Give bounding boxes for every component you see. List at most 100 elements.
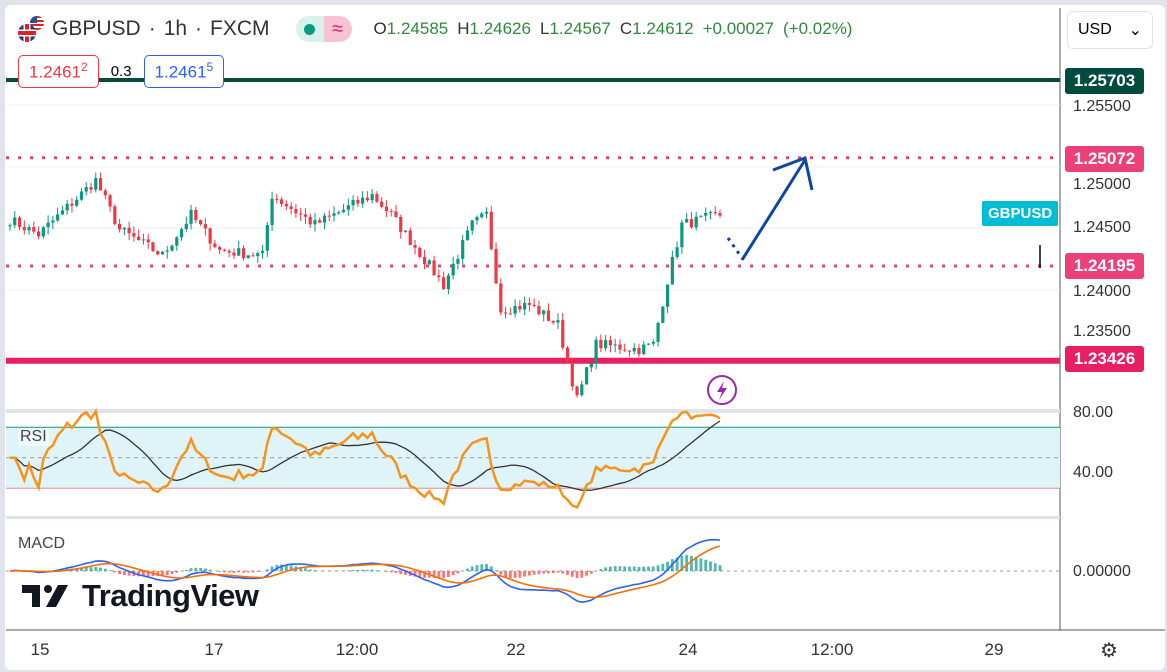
candle-body: [318, 220, 322, 223]
interval[interactable]: 1h: [163, 17, 188, 40]
macd-histogram-bar: [404, 571, 407, 575]
candle-body: [70, 203, 74, 206]
level-label[interactable]: 1.25703: [1065, 68, 1144, 94]
macd-histogram-bar: [651, 566, 655, 571]
currency-select[interactable]: USD ⌄: [1067, 11, 1153, 49]
macd-histogram-bar: [208, 569, 212, 571]
candle-body: [708, 212, 713, 214]
macd-histogram-bar: [690, 556, 693, 571]
candle-body: [642, 344, 646, 355]
macd-histogram-bar: [589, 571, 593, 574]
candle-body: [32, 227, 36, 232]
rsi-ma-line: [10, 420, 721, 491]
candle-body: [537, 306, 541, 315]
macd-histogram-bar: [184, 569, 188, 571]
macd-histogram-bar: [489, 566, 493, 571]
chevron-down-icon: ⌄: [1128, 22, 1142, 39]
macd-histogram-bar: [280, 564, 284, 571]
candle-body: [656, 322, 660, 342]
flash-icon: [707, 375, 737, 405]
macd-histogram-bar: [265, 569, 269, 571]
symbol-name[interactable]: GBPUSD: [52, 17, 141, 40]
candle-body: [665, 284, 670, 307]
candle-body: [280, 199, 284, 205]
macd-histogram-bar: [475, 565, 479, 571]
macd-histogram-bar: [570, 571, 574, 577]
market-open-icon: [295, 16, 324, 42]
price-tick: 1.24000: [1073, 283, 1131, 300]
macd-histogram-bar: [394, 571, 398, 573]
time-tick: 22: [506, 640, 526, 659]
macd-histogram-bar: [566, 571, 569, 575]
candle-body: [17, 217, 22, 227]
candle-body: [251, 255, 255, 257]
candle-body: [132, 233, 136, 237]
macd-histogram-bar: [485, 564, 488, 571]
tradingview-logo-icon: [22, 585, 68, 607]
flash-icon-bolt: [717, 381, 727, 400]
candle-body: [513, 305, 517, 314]
macd-histogram-bar: [80, 567, 83, 571]
macd-histogram-bar: [351, 569, 355, 571]
signal-line: [9, 545, 721, 599]
macd-histogram-bar: [666, 561, 669, 571]
trade-buttons: 1.24612 0.3 1.24615: [18, 55, 225, 88]
candle-body: [241, 248, 246, 259]
candle-body: [551, 320, 555, 323]
candle-body: [170, 245, 174, 251]
candle-body: [337, 212, 341, 214]
macd-histogram-bar: [146, 571, 150, 577]
candle-body: [561, 320, 565, 348]
candle-body: [589, 363, 593, 368]
candle-body: [623, 349, 627, 351]
macd-histogram-bar: [432, 571, 436, 578]
level-label[interactable]: 1.23426: [1065, 346, 1144, 372]
candle-body: [546, 310, 551, 321]
tradingview-logo[interactable]: TradingView: [22, 578, 259, 614]
candle-body: [675, 247, 679, 257]
gbp-usd-flag-icon: [18, 16, 44, 42]
candle-body: [313, 220, 317, 225]
time-tick: 12:00: [335, 640, 379, 659]
macd-histogram-bar: [304, 568, 307, 571]
candle-body: [632, 347, 636, 352]
candle-body: [718, 213, 722, 216]
candle-body: [98, 178, 103, 191]
macd-histogram-bar: [466, 568, 469, 571]
settings-gear-icon[interactable]: ⚙: [1100, 640, 1118, 662]
candle-body: [680, 222, 684, 248]
macd-histogram-bar: [628, 566, 631, 571]
macd-histogram-bar: [356, 569, 360, 571]
candle-body: [608, 340, 613, 346]
status-pill[interactable]: ≈: [295, 16, 352, 42]
candle-body: [27, 227, 31, 231]
candle-body: [432, 260, 436, 276]
candle-body: [613, 344, 617, 346]
sell-button[interactable]: 1.24612: [18, 55, 99, 88]
macd-tick: 0.00000: [1073, 563, 1131, 580]
macd-histogram-bar: [170, 571, 174, 575]
level-label[interactable]: 1.24195: [1065, 253, 1144, 279]
candle-body: [179, 229, 184, 238]
buy-button[interactable]: 1.24615: [143, 55, 225, 88]
candle-body: [113, 206, 117, 224]
chart-window: [5, 5, 1165, 670]
candle-body: [418, 247, 422, 257]
candle-body: [408, 230, 412, 246]
candle-body: [461, 240, 465, 259]
time-tick: 29: [984, 640, 1004, 659]
candle-body: [446, 275, 450, 290]
macd-label: MACD: [18, 535, 66, 552]
candle-body: [299, 213, 303, 215]
candle-body: [380, 201, 384, 207]
candle-body: [194, 209, 198, 221]
level-label[interactable]: 1.25072: [1065, 146, 1144, 172]
candle-body: [199, 220, 203, 225]
macd-histogram-bar: [84, 567, 88, 571]
macd-histogram-bar: [537, 571, 541, 575]
macd-histogram-bar: [451, 571, 455, 576]
macd-histogram-bar: [499, 571, 503, 575]
macd-histogram-bar: [604, 567, 608, 571]
macd-histogram-bar: [227, 571, 231, 573]
